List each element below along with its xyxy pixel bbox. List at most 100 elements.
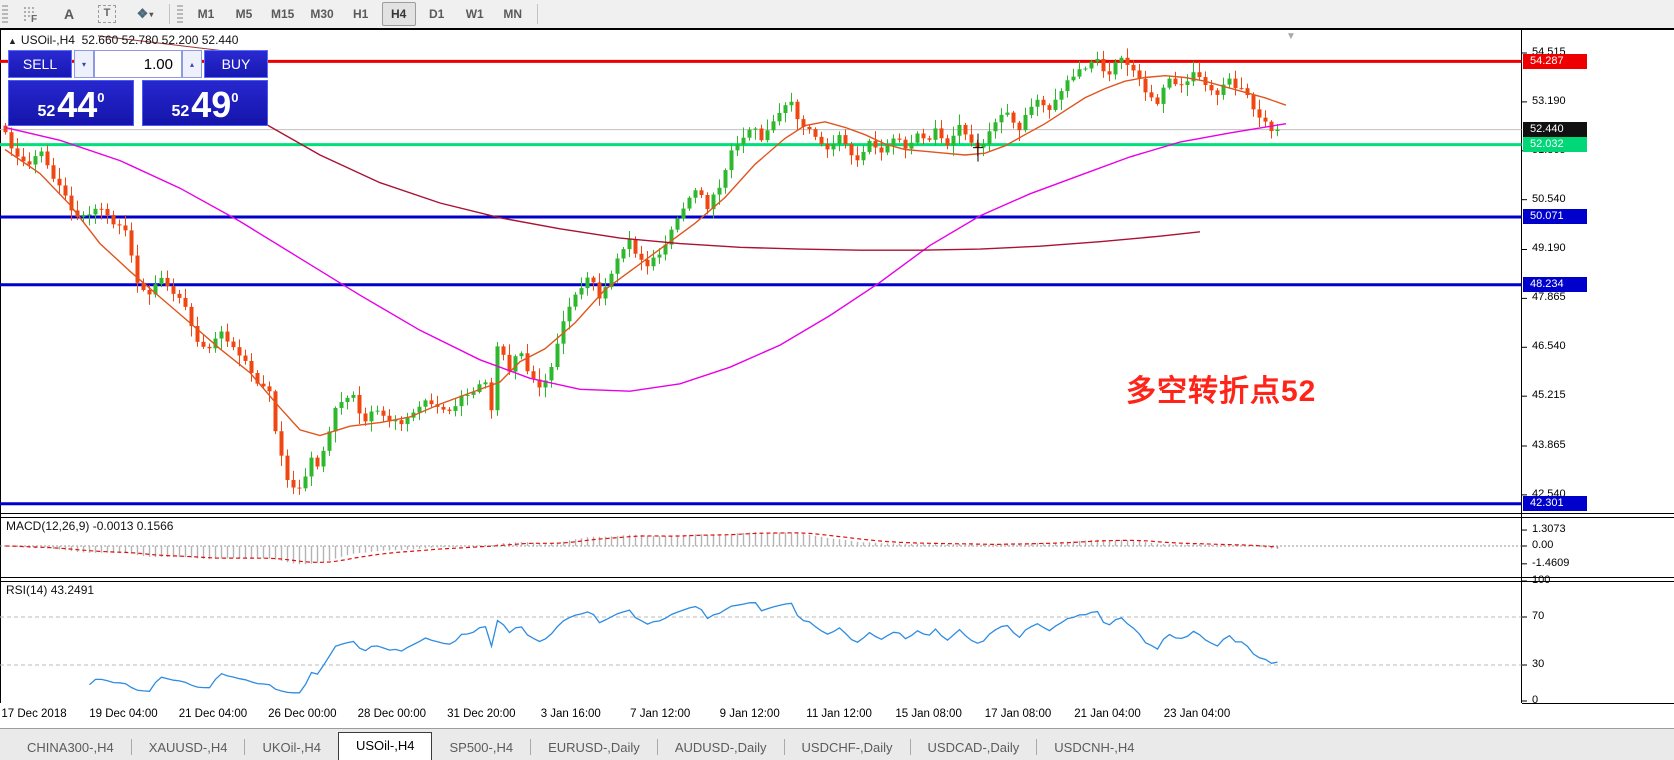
text-tool-glyph: T — [98, 5, 116, 23]
macd-tick: 0.00 — [1532, 539, 1554, 551]
rsi-tick: 70 — [1532, 610, 1545, 622]
price-tick: 50.540 — [1532, 192, 1566, 205]
toolbar-separator-2 — [536, 4, 538, 24]
trade-panel: SELL ▾ ▴ BUY 52 44 0 52 49 0 — [8, 50, 270, 126]
chart-header: ▲ USOil-,H4 52.660 52.780 52.200 52.440 — [8, 33, 238, 47]
sell-price-prefix: 52 — [37, 103, 56, 120]
tab-usoil-h4[interactable]: USOil-,H4 — [337, 732, 433, 760]
rsi-tick: 30 — [1532, 658, 1545, 670]
timeframe-toolbar: M1 M5 M15 M30 H1 H4 D1 W1 MN — [187, 2, 532, 26]
time-label: 17 Dec 2018 — [1, 708, 67, 720]
tab-divider — [530, 739, 532, 755]
time-label: 7 Jan 12:00 — [630, 708, 691, 720]
tab-divider — [130, 739, 132, 755]
sell-button[interactable]: SELL — [8, 50, 72, 78]
time-label: 15 Jan 08:00 — [895, 708, 962, 720]
tab-divider — [909, 739, 911, 755]
time-label: 9 Jan 12:00 — [719, 708, 780, 720]
scroll-to-end-icon[interactable]: ▼ — [1286, 31, 1296, 42]
text-label-icon[interactable]: A — [63, 6, 75, 22]
fibonacci-icon-glyph: F — [24, 7, 37, 23]
price-tick: 47.865 — [1532, 291, 1566, 304]
toolbar: F A T ❖ ▾ M1 M5 M15 M30 H1 H4 D1 W1 MN — [0, 0, 1674, 29]
toolbar-separator — [169, 4, 170, 24]
price-scale[interactable]: 54.51553.19051.86550.54049.19047.86546.5… — [1522, 28, 1674, 706]
macd-tick: -1.4609 — [1532, 556, 1570, 569]
volume-input[interactable] — [94, 50, 182, 78]
tab-divider — [783, 739, 785, 755]
timeframe-button-m5[interactable]: M5 — [235, 7, 253, 21]
price-tick: 46.540 — [1532, 340, 1566, 353]
price-line-badge: 50.071 — [1523, 209, 1587, 225]
tab-china300-h4[interactable]: CHINA300-,H4 — [27, 740, 114, 755]
time-label: 3 Jan 16:00 — [540, 708, 601, 720]
time-label: 28 Dec 00:00 — [357, 708, 427, 720]
tab-divider — [656, 739, 658, 755]
price-tick: 43.865 — [1532, 438, 1566, 451]
tab-audusd-daily[interactable]: AUDUSD-,Daily — [674, 740, 767, 755]
timeframe-button-h4[interactable]: H4 — [381, 2, 416, 26]
price-line-badge: 52.032 — [1523, 137, 1587, 153]
timeframe-button-m1[interactable]: M1 — [197, 7, 215, 21]
time-label: 23 Jan 04:00 — [1163, 708, 1231, 720]
price-line-badge: 42.301 — [1523, 496, 1587, 512]
buy-price-main: 49 — [191, 84, 232, 125]
tab-ukoil-h4[interactable]: UKOil-,H4 — [262, 740, 321, 755]
chart-annotation-text: 多空转折点52 — [1126, 375, 1317, 408]
time-label: 19 Dec 04:00 — [89, 708, 158, 720]
price-line-badge: 52.440 — [1523, 122, 1587, 138]
macd-tick: 1.3073 — [1532, 523, 1566, 536]
tab-eurusd-daily[interactable]: EURUSD-,Daily — [548, 740, 640, 755]
time-label: 11 Jan 12:00 — [806, 708, 872, 720]
tab-divider — [244, 739, 246, 755]
timeframe-button-d1[interactable]: D1 — [429, 7, 445, 21]
chevron-down-icon[interactable]: ▾ — [149, 9, 154, 19]
sell-price[interactable]: 52 44 0 — [8, 80, 134, 126]
tab-usdcad-daily[interactable]: USDCAD-,Daily — [927, 740, 1020, 755]
chart-plot[interactable] — [0, 28, 1674, 710]
chart-symbol: USOil-,H4 — [20, 33, 75, 47]
timeframe-button-h1[interactable]: H1 — [353, 7, 369, 21]
buy-price-pip: 0 — [231, 90, 239, 105]
volume-decrease-button[interactable]: ▾ — [74, 50, 94, 78]
tab-usdcnh-h4[interactable]: USDCNH-,H4 — [1054, 740, 1135, 755]
toolbar-grip[interactable] — [2, 5, 8, 23]
time-label: 21 Jan 04:00 — [1074, 708, 1141, 720]
timeframe-button-m15[interactable]: M15 — [271, 7, 295, 21]
svg-text:F: F — [31, 14, 37, 23]
price-tick: 49.190 — [1532, 242, 1566, 255]
price-line-badge: 48.234 — [1523, 277, 1587, 293]
price-tick: 53.190 — [1532, 94, 1566, 107]
tab-sp500-h4[interactable]: SP500-,H4 — [449, 740, 514, 755]
shapes-icon[interactable]: ❖ ▾ — [136, 6, 154, 21]
time-label: 26 Dec 00:00 — [268, 708, 337, 720]
fibonacci-icon[interactable]: F — [14, 2, 48, 26]
time-label: 17 Jan 08:00 — [984, 708, 1052, 720]
sell-price-main: 44 — [57, 84, 98, 125]
sell-price-pip: 0 — [97, 90, 105, 105]
chart-window — [0, 28, 1674, 706]
toolbar-grip-2[interactable] — [177, 5, 183, 23]
timeframe-button-w1[interactable]: W1 — [465, 7, 484, 21]
tab-usdchf-daily[interactable]: USDCHF-,Daily — [801, 740, 893, 755]
volume-increase-button[interactable]: ▴ — [182, 50, 202, 78]
price-tick: 45.215 — [1532, 389, 1566, 402]
collapse-arrow-icon[interactable]: ▲ — [8, 36, 17, 46]
tab-divider — [1036, 739, 1038, 755]
rsi-label: RSI(14) 43.2491 — [6, 583, 95, 597]
tab-xauusd-h4[interactable]: XAUUSD-,H4 — [148, 740, 228, 755]
buy-button[interactable]: BUY — [204, 50, 268, 78]
rsi-tick: 0 — [1532, 694, 1539, 706]
chart-tabs-bar: CHINA300-,H4 XAUUSD-,H4 UKOil-,H4 USOil-,H4… — [0, 728, 1674, 760]
timeframe-button-mn[interactable]: MN — [503, 7, 523, 21]
timeframe-button-m30[interactable]: M30 — [310, 7, 334, 21]
time-label: 31 Dec 20:00 — [447, 708, 516, 720]
time-axis[interactable]: 17 Dec 2018 19 Dec 04:00 21 Dec 04:00 26 De… — [0, 703, 1522, 728]
buy-price[interactable]: 52 49 0 — [142, 80, 268, 126]
macd-label: MACD(12,26,9) -0.0013 0.1566 — [6, 519, 174, 533]
chart-ohlc: 52.660 52.780 52.200 52.440 — [81, 33, 239, 47]
time-label: 21 Dec 04:00 — [178, 708, 248, 720]
rsi-tick: 100 — [1532, 574, 1551, 586]
text-tool-icon[interactable]: T — [90, 2, 124, 26]
